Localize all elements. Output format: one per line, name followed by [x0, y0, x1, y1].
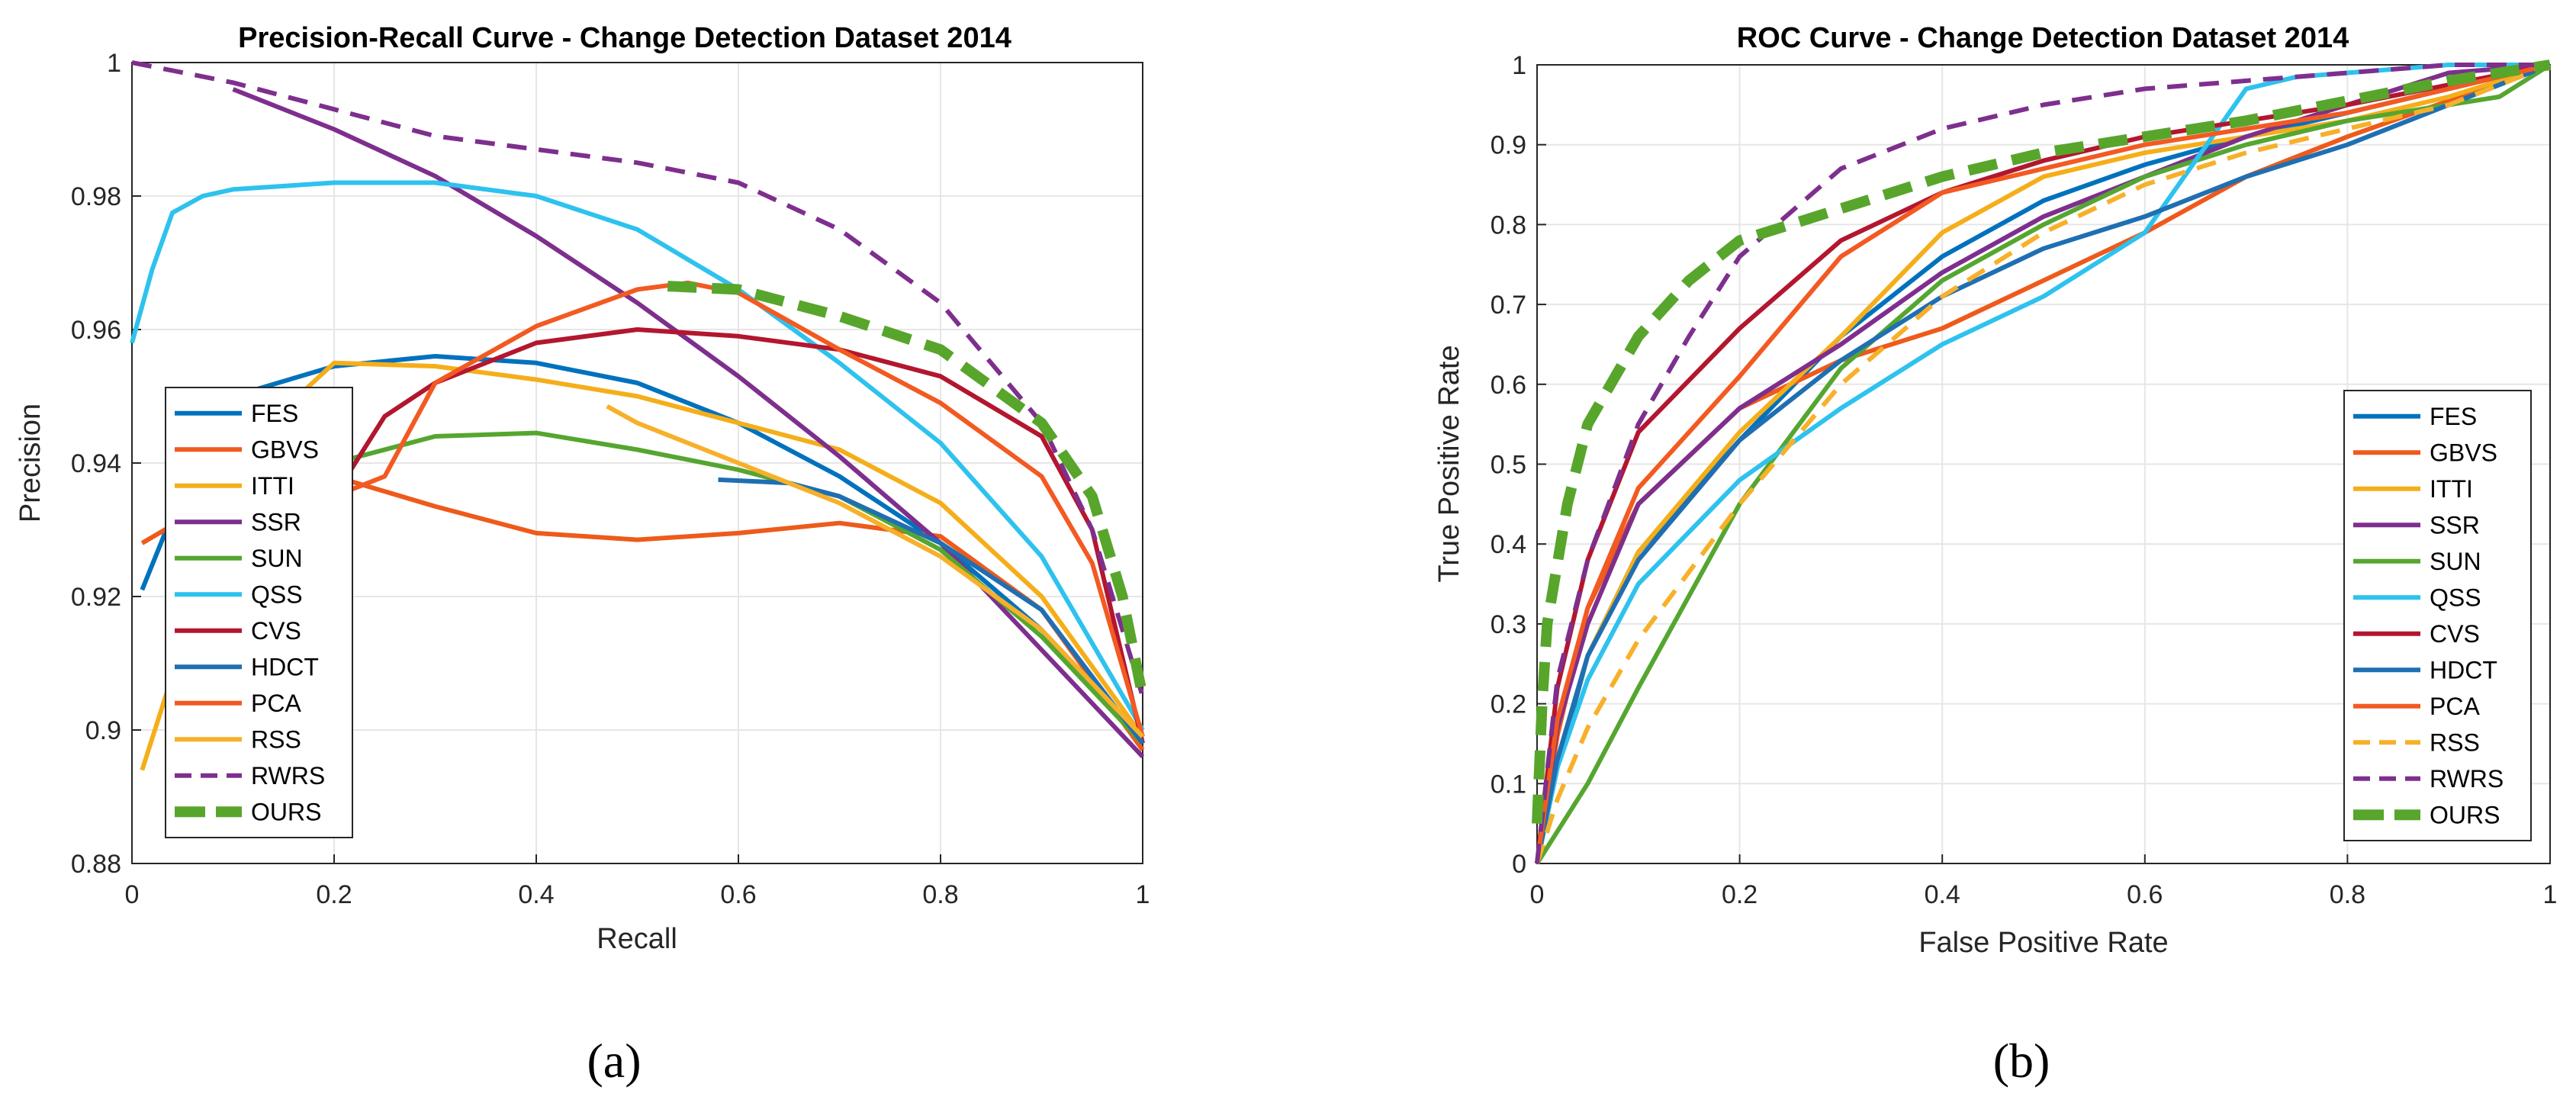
series-line-ssr: [232, 87, 1145, 759]
chart-title: Precision-Recall Curve - Change Detectio…: [238, 22, 1011, 54]
legend-label-ours: OURS: [251, 798, 321, 825]
x-tick-label: 1: [2543, 880, 2558, 909]
legend-box: [165, 387, 353, 838]
legend-label-rwrs: RWRS: [251, 762, 325, 789]
y-tick-label: 1: [107, 49, 121, 78]
y-tick-label: 0.96: [71, 316, 121, 345]
legend-label-ours: OURS: [2430, 801, 2500, 828]
y-tick-label: 0.3: [1491, 610, 1526, 639]
legend-label-itti: ITTI: [251, 472, 294, 500]
legend-label-hdct: HDCT: [251, 653, 319, 680]
legend-label-cvs: CVS: [2430, 620, 2480, 648]
roc-chart: ROC Curve - Change Detection Dataset 201…: [1433, 22, 2557, 959]
y-tick-label: 1: [1512, 51, 1526, 80]
x-tick-label: 1: [1136, 880, 1150, 909]
legend-label-sun: SUN: [2430, 548, 2481, 575]
series-line-rss: [1535, 63, 2552, 864]
x-tick-label: 0.8: [2330, 880, 2365, 909]
x-tick-label: 0.8: [922, 880, 958, 909]
series-line-hdct: [718, 477, 1145, 745]
x-tick-label: 0.6: [2127, 880, 2163, 909]
series-line-ours: [1532, 59, 2552, 824]
y-tick-label: 0.7: [1491, 291, 1526, 320]
legend-label-pca: PCA: [251, 690, 301, 717]
series-line-rss: [606, 404, 1145, 738]
caption-a: (a): [587, 1034, 641, 1088]
x-tick-label: 0.2: [316, 880, 352, 909]
caption-b: (b): [1993, 1034, 2050, 1088]
legend-label-ssr: SSR: [2430, 511, 2480, 539]
y-tick-label: 0.6: [1491, 371, 1526, 400]
legend-label-sun: SUN: [251, 545, 303, 572]
series-line-ours: [667, 281, 1148, 698]
x-tick-label: 0.2: [1722, 880, 1758, 909]
legend-label-pca: PCA: [2430, 693, 2480, 720]
x-axis-label: Recall: [597, 923, 677, 955]
chart-title: ROC Curve - Change Detection Dataset 201…: [1737, 22, 2349, 54]
legend-label-cvs: CVS: [251, 617, 301, 645]
y-tick-label: 0.88: [71, 850, 121, 879]
precision-recall-chart: Precision-Recall Curve - Change Detectio…: [14, 22, 1150, 955]
y-tick-label: 0.92: [71, 583, 121, 612]
legend-label-itti: ITTI: [2430, 475, 2473, 503]
y-tick-label: 0.1: [1491, 770, 1526, 799]
legend-label-gbvs: GBVS: [2430, 439, 2497, 466]
series-line-pca: [1535, 63, 2551, 864]
legend-label-ssr: SSR: [251, 508, 301, 535]
y-tick-label: 0.4: [1491, 530, 1526, 559]
x-tick-label: 0: [1530, 880, 1545, 909]
legend-label-fes: FES: [251, 400, 298, 427]
y-tick-label: 0.98: [71, 182, 121, 211]
x-axis-label: False Positive Rate: [1918, 927, 2168, 959]
y-tick-label: 0.2: [1491, 690, 1526, 719]
legend-label-rss: RSS: [2430, 728, 2480, 756]
x-tick-label: 0.4: [1925, 880, 1960, 909]
legend-label-rss: RSS: [251, 725, 301, 753]
legend-label-qss: QSS: [251, 580, 303, 608]
legend-box: [2343, 390, 2532, 841]
series-line-cvs: [332, 327, 1145, 744]
legend-label-qss: QSS: [2430, 584, 2481, 611]
x-tick-label: 0.6: [720, 880, 756, 909]
y-axis-label: True Positive Rate: [1433, 345, 1465, 582]
legend-label-fes: FES: [2430, 403, 2477, 430]
y-axis-label: Precision: [14, 404, 47, 523]
y-tick-label: 0.9: [85, 716, 121, 745]
legend: FES GBVS ITTI SSR SUN QSS CVS HDCT PCA RSS RWRS OUR…: [165, 387, 353, 838]
legend: FES GBVS ITTI SSR SUN QSS CVS HDCT PCA RSS RWRS OUR…: [2343, 390, 2532, 841]
series-line-qss: [130, 180, 1145, 732]
y-tick-label: 0.9: [1491, 131, 1526, 160]
series-line-rwrs: [1535, 63, 2550, 864]
x-tick-label: 0.4: [518, 880, 554, 909]
y-tick-label: 0: [1512, 850, 1526, 879]
y-tick-label: 0.5: [1491, 451, 1526, 480]
y-tick-label: 0.94: [71, 449, 121, 478]
y-tick-label: 0.8: [1491, 211, 1526, 240]
legend-label-gbvs: GBVS: [251, 436, 319, 463]
x-tick-label: 0: [125, 880, 140, 909]
legend-label-rwrs: RWRS: [2430, 765, 2504, 793]
legend-label-hdct: HDCT: [2430, 656, 2497, 683]
